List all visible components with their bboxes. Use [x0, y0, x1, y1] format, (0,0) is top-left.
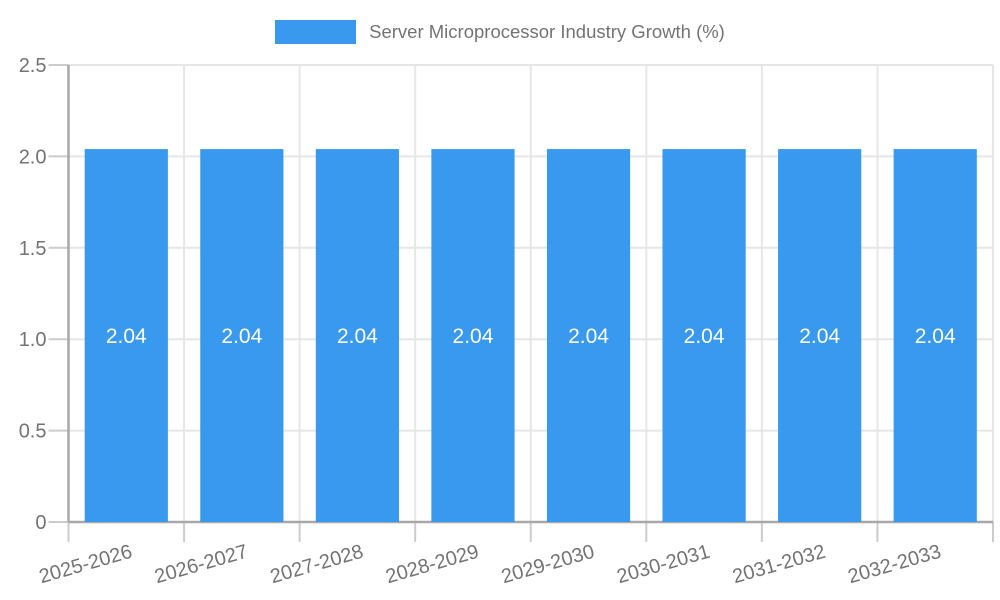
x-axis-tick-label: 2027-2028 — [268, 541, 366, 589]
x-axis-tick-label: 2031-2032 — [730, 541, 828, 589]
bar[interactable] — [431, 149, 515, 522]
chart-legend: Server Microprocessor Industry Growth (%… — [0, 20, 1000, 44]
bar-value-label: 2.04 — [453, 325, 494, 348]
x-axis-tick-label: 2028-2029 — [383, 541, 481, 589]
y-axis-tick-label: 0 — [35, 512, 46, 534]
bar[interactable] — [893, 149, 977, 522]
bar-value-label: 2.04 — [106, 325, 147, 348]
y-axis-tick-label: 0.5 — [19, 421, 47, 443]
bar-value-label: 2.04 — [799, 325, 840, 348]
y-axis-tick-label: 2.0 — [19, 146, 47, 168]
legend-label: Server Microprocessor Industry Growth (%… — [369, 21, 725, 42]
bar[interactable] — [662, 149, 746, 522]
y-axis-tick-label: 1.0 — [19, 329, 47, 351]
bar[interactable] — [315, 149, 400, 522]
x-axis-tick-label: 2026-2027 — [152, 541, 250, 589]
bar-value-label: 2.04 — [915, 325, 956, 348]
x-axis-tick-label: 2032-2033 — [846, 541, 944, 589]
x-axis-tick-label: 2025-2026 — [37, 541, 135, 589]
x-axis-tick-label: 2029-2030 — [499, 541, 597, 589]
bar-value-label: 2.04 — [684, 325, 725, 348]
bar-value-label: 2.04 — [221, 325, 262, 348]
legend-color-swatch — [275, 20, 357, 44]
y-axis-tick-label: 2.5 — [19, 55, 47, 77]
bar-value-label: 2.04 — [337, 325, 378, 348]
y-axis-tick-label: 1.5 — [19, 238, 47, 260]
x-axis-tick-label: 2030-2031 — [614, 541, 712, 589]
bar[interactable] — [778, 149, 862, 522]
bar[interactable] — [546, 149, 631, 522]
bar-value-label: 2.04 — [568, 325, 609, 348]
bar[interactable] — [84, 149, 168, 522]
bar[interactable] — [200, 149, 284, 522]
legend-item[interactable]: Server Microprocessor Industry Growth (%… — [275, 20, 725, 44]
